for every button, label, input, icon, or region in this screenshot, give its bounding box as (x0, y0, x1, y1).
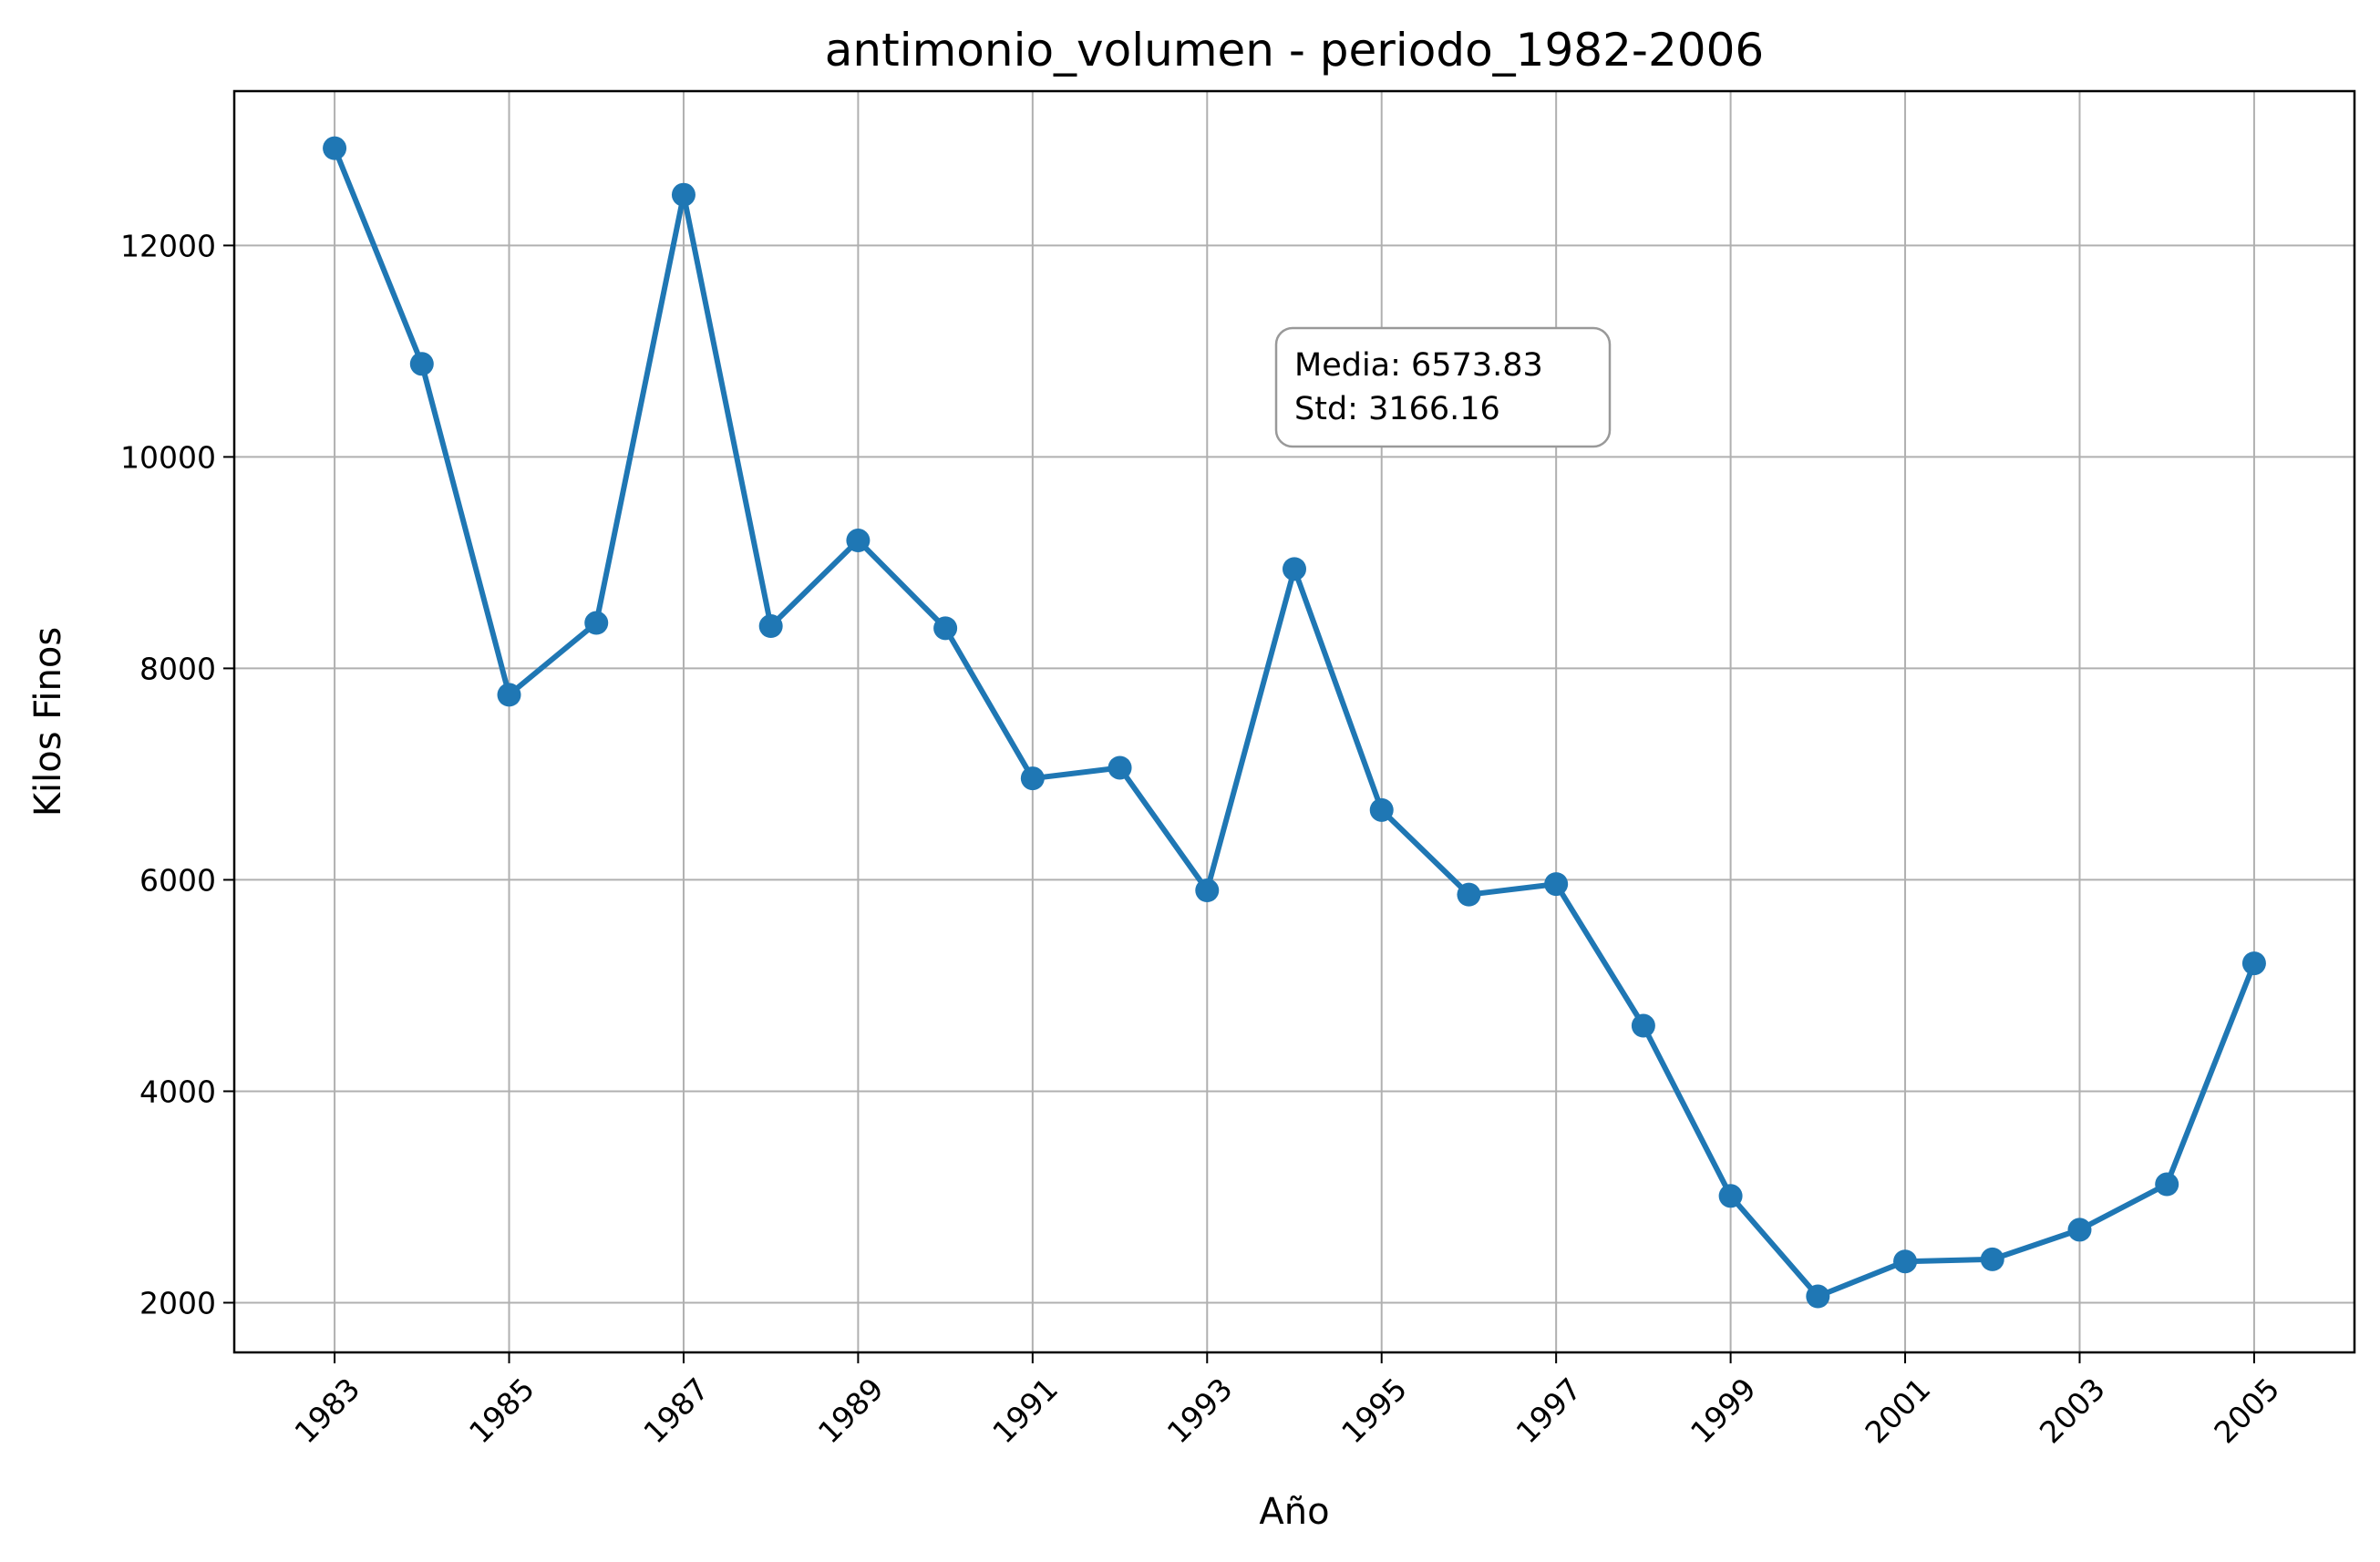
stats-annotation: Media: 6573.83 Std: 3166.16 (1274, 326, 1612, 448)
data-point (409, 352, 434, 376)
y-tick-label: 4000 (139, 1074, 216, 1109)
stats-mean-text: Media: 6573.83 (1294, 347, 1543, 384)
x-axis-label: Año (1259, 1491, 1329, 1533)
stats-annotation-box (1274, 326, 1612, 448)
data-point (1108, 755, 1132, 780)
y-tick-label: 2000 (139, 1285, 216, 1321)
data-point (1631, 1013, 1655, 1038)
data-point (1020, 766, 1045, 791)
data-point (2155, 1172, 2179, 1197)
grid (234, 91, 2354, 1352)
data-point (1718, 1184, 1743, 1208)
stats-std-text: Std: 3166.16 (1294, 391, 1500, 427)
data-point (1980, 1247, 2004, 1271)
data-point (497, 683, 521, 707)
data-point (1195, 879, 1220, 903)
chart-title: antimonio_volumen - periodo_1982-2006 (825, 24, 1764, 77)
data-point (1893, 1249, 1918, 1274)
data-point (2241, 951, 2266, 976)
data-point (933, 616, 958, 641)
y-axis-label: Kilos Finos (27, 627, 69, 817)
data-point (2067, 1218, 2092, 1242)
y-tick-label: 8000 (139, 651, 216, 686)
data-point (1283, 557, 1306, 581)
data-point (1544, 872, 1569, 897)
data-point (758, 614, 783, 639)
data-point (1806, 1284, 1830, 1309)
data-point (1457, 882, 1481, 907)
data-point (671, 182, 695, 207)
data-point (846, 529, 871, 553)
y-tick-label: 12000 (120, 228, 216, 263)
data-point (1369, 797, 1394, 822)
data-point (584, 611, 609, 635)
y-tick-label: 6000 (139, 862, 216, 898)
y-tick-label: 10000 (120, 439, 216, 475)
series-layer (323, 136, 2266, 1309)
plot-frame (232, 89, 2356, 1354)
data-point (323, 136, 347, 160)
